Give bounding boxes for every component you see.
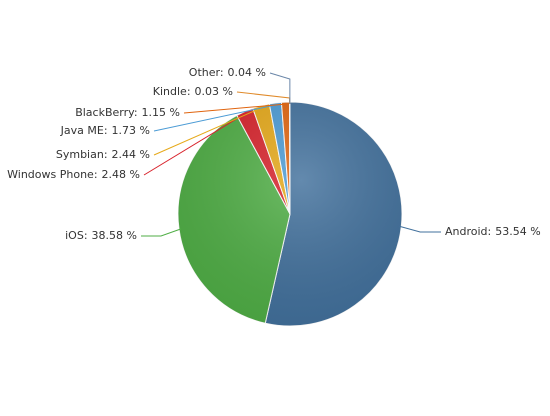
data-label: Android:53.54 % <box>445 225 541 238</box>
value-label: 1.15 % <box>142 106 180 119</box>
value-label: 0.04 % <box>228 66 266 79</box>
data-label: BlackBerry:1.15 % <box>75 106 180 119</box>
category-name: Other <box>189 66 221 79</box>
category-name: Windows Phone <box>7 168 94 181</box>
data-label: Java ME:1.73 % <box>60 124 150 137</box>
separator: : <box>104 124 108 137</box>
value-label: 53.54 % <box>495 225 540 238</box>
separator: : <box>488 225 492 238</box>
category-name: iOS <box>65 229 84 242</box>
pie <box>178 102 402 326</box>
category-name: Android <box>445 225 488 238</box>
separator: : <box>187 85 191 98</box>
value-label: 1.73 % <box>112 124 150 137</box>
category-name: Java ME <box>60 124 104 137</box>
data-label: Symbian:2.44 % <box>56 148 150 161</box>
category-name: Kindle <box>153 85 187 98</box>
value-label: 38.58 % <box>92 229 137 242</box>
value-label: 0.03 % <box>195 85 233 98</box>
value-label: 2.48 % <box>102 168 140 181</box>
separator: : <box>104 148 108 161</box>
connector <box>399 226 441 232</box>
data-label: Windows Phone:2.48 % <box>7 168 140 181</box>
connector <box>270 73 290 104</box>
data-label: iOS:38.58 % <box>65 229 137 242</box>
separator: : <box>134 106 138 119</box>
data-label: Kindle:0.03 % <box>153 85 233 98</box>
separator: : <box>84 229 88 242</box>
connector <box>141 229 181 236</box>
data-label: Other:0.04 % <box>189 66 266 79</box>
category-name: BlackBerry <box>75 106 135 119</box>
separator: : <box>220 66 224 79</box>
category-name: Symbian <box>56 148 104 161</box>
separator: : <box>94 168 98 181</box>
value-label: 2.44 % <box>112 148 150 161</box>
